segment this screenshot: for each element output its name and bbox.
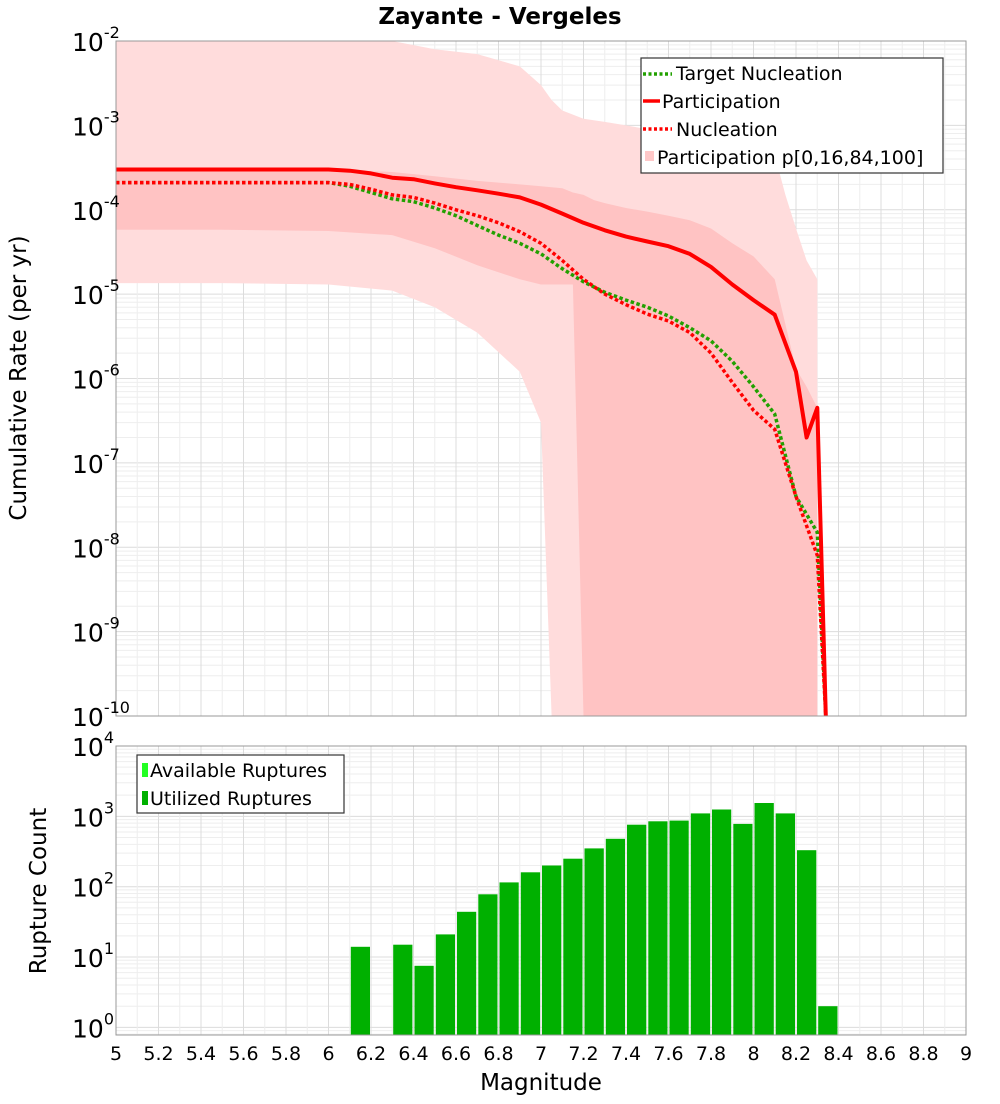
legend-label-utilized-ruptures: Utilized Ruptures: [150, 788, 312, 810]
bottom-x-tick-label: 8: [747, 1043, 759, 1065]
bar-utilized-ruptures: [733, 823, 753, 1035]
bottom-x-tick-label: 7.2: [568, 1043, 598, 1065]
bar-utilized-ruptures: [414, 965, 434, 1035]
bottom-x-axis-label: Magnitude: [480, 1070, 602, 1096]
bar-utilized-ruptures: [542, 865, 562, 1035]
top-plot-frame: [115, 40, 967, 717]
bar-utilized-ruptures: [478, 894, 498, 1035]
bar-utilized-ruptures: [818, 1006, 838, 1035]
top-legend-box: [640, 57, 944, 174]
top-y-tick-label: 10-6: [72, 361, 120, 395]
bar-utilized-ruptures: [520, 872, 541, 1035]
legend-swatch-utilized-ruptures: [142, 791, 148, 805]
bottom-x-tick-label: 7: [535, 1043, 547, 1065]
bottom-x-tick-label: 6.8: [483, 1043, 513, 1065]
bottom-y-tick-label: 103: [72, 798, 114, 832]
legend-label-participation-band: Participation p[0,16,84,100]: [657, 147, 923, 169]
bar-utilized-ruptures: [584, 848, 604, 1035]
bar-utilized-ruptures: [563, 858, 583, 1035]
bar-utilized-ruptures: [797, 850, 817, 1035]
legend-swatch-participation-band: [645, 151, 654, 161]
bar-utilized-ruptures: [605, 838, 625, 1035]
legend-swatch-available-ruptures: [142, 763, 148, 777]
bar-utilized-ruptures: [435, 934, 455, 1035]
bottom-y-tick-label: 102: [72, 869, 114, 903]
bottom-x-tick-label: 6.2: [356, 1043, 386, 1065]
legend-label-participation: Participation: [662, 91, 781, 113]
bottom-x-tick-label: 8.8: [908, 1043, 938, 1065]
bar-utilized-ruptures: [648, 821, 668, 1035]
bar-utilized-ruptures: [669, 820, 689, 1035]
bar-utilized-ruptures: [393, 944, 413, 1035]
top-y-tick-label: 10-9: [72, 614, 120, 648]
bottom-legend: Available Ruptures Utilized Ruptures: [136, 754, 345, 814]
bottom-x-tick-label: 6.4: [398, 1043, 428, 1065]
legend-label-target-nucleation: Target Nucleation: [675, 63, 843, 85]
top-y-tick-labels: 10-10 10-9 10-8 10-7 10-6 10-5 10-4 10-3 10-2: [72, 23, 130, 732]
bar-utilized-ruptures: [754, 803, 774, 1035]
bottom-x-tick-label: 8.4: [823, 1043, 853, 1065]
bottom-x-tick-label: 7.4: [611, 1043, 641, 1065]
legend-label-nucleation: Nucleation: [676, 119, 778, 141]
bar-utilized-ruptures: [350, 946, 370, 1035]
top-y-tick-label: 10-3: [72, 107, 120, 141]
bar-utilized-ruptures: [712, 809, 732, 1035]
bottom-y-tick-labels: 100 101 102 103 104: [72, 728, 114, 1043]
legend-label-available-ruptures: Available Ruptures: [150, 760, 327, 782]
bottom-y-tick-label: 101: [72, 939, 114, 973]
bottom-x-tick-label: 5.4: [186, 1043, 216, 1065]
bar-utilized-ruptures: [499, 882, 519, 1035]
bottom-x-tick-label: 6: [322, 1043, 334, 1065]
bottom-legend-box: [136, 754, 345, 814]
bar-utilized-ruptures: [627, 824, 647, 1035]
bottom-y-tick-label: 104: [72, 728, 114, 762]
top-y-tick-label: 10-7: [72, 445, 120, 479]
series-line-participation: [116, 167, 828, 716]
bottom-x-tick-label: 5.8: [271, 1043, 301, 1065]
bottom-x-tick-label: 5.2: [143, 1043, 173, 1065]
bottom-bars: [350, 803, 838, 1035]
bottom-x-tick-label: 7.8: [696, 1043, 726, 1065]
top-y-tick-label: 10-8: [72, 529, 120, 563]
top-y-tick-label: 10-4: [72, 192, 120, 226]
top-chart-title: Zayante - Vergeles: [378, 4, 621, 30]
top-y-tick-label: 10-5: [72, 276, 120, 310]
bottom-x-tick-label: 5.6: [228, 1043, 258, 1065]
bar-utilized-ruptures: [775, 813, 795, 1035]
top-legend: Target Nucleation Participation Nucleati…: [640, 57, 944, 174]
bottom-x-tick-label: 6.6: [441, 1043, 471, 1065]
bottom-x-tick-label: 7.6: [653, 1043, 683, 1065]
series-line-target-nucleation: [116, 180, 828, 716]
bottom-y-tick-label: 100: [72, 1009, 114, 1043]
bottom-x-tick-label: 5: [110, 1043, 122, 1065]
top-y-tick-label: 10-10: [72, 698, 130, 732]
bottom-x-tick-label: 9: [960, 1043, 972, 1065]
top-lines: [116, 167, 828, 716]
bar-utilized-ruptures: [457, 911, 477, 1035]
bottom-x-tick-label: 8.6: [866, 1043, 896, 1065]
bottom-x-tick-label: 8.2: [781, 1043, 811, 1065]
bottom-y-axis-label: Rupture Count: [26, 808, 52, 974]
top-y-axis-label: Cumulative Rate (per yr): [6, 235, 32, 520]
top-y-tick-label: 10-2: [72, 23, 120, 57]
bottom-plot-frame: [115, 745, 967, 1036]
series-line-nucleation: [116, 180, 828, 716]
bar-utilized-ruptures: [690, 813, 711, 1035]
bottom-x-tick-labels: 5 5.2 5.4 5.6 5.8 6 6.2 6.4 6.6 6.8 7 7.2 7.4 7.6 7.8 8…: [110, 1043, 972, 1065]
